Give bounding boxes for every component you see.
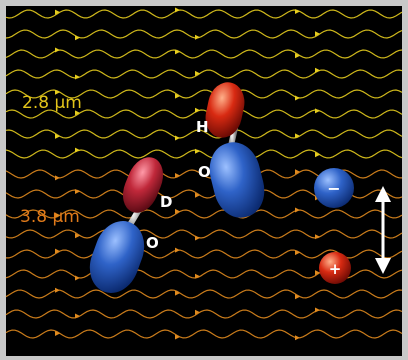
- wave-arrowhead: [55, 331, 60, 336]
- wave-arrowhead: [175, 7, 180, 13]
- wave-arrowhead: [295, 335, 300, 341]
- wave-arrowhead: [295, 133, 300, 139]
- wave-arrowhead: [55, 287, 60, 293]
- wave-line: [5, 129, 403, 139]
- wave-arrowhead: [195, 34, 200, 40]
- wavelength-label-bottom: 3.8 μm: [20, 207, 80, 227]
- wave-line: [6, 249, 403, 259]
- wave-line: [5, 9, 403, 19]
- negative-ion-sphere: [314, 168, 354, 208]
- ion-positive-sign: +: [329, 260, 342, 278]
- wave-arrowhead: [195, 107, 200, 113]
- oxygen-atom-lower: [89, 221, 145, 293]
- wave-arrowhead: [75, 35, 80, 41]
- wave-arrowhead: [175, 173, 180, 178]
- molecule-ho: [205, 82, 265, 218]
- wave-arrowhead: [295, 169, 300, 175]
- wave-line: [5, 69, 403, 79]
- wave-arrowhead: [55, 89, 60, 95]
- wave-arrowhead: [295, 53, 300, 59]
- ion-negative: [314, 168, 354, 208]
- positive-ion-sphere: [319, 252, 351, 284]
- wave-arrowhead: [55, 175, 60, 181]
- wave-line: [5, 209, 403, 219]
- wave-line: [5, 29, 403, 39]
- wave-arrowhead: [75, 147, 80, 153]
- wave-arrowhead: [55, 47, 60, 53]
- wave-arrowhead: [195, 309, 200, 315]
- wave-arrowhead: [175, 247, 180, 253]
- wave-arrowhead: [75, 275, 80, 281]
- wave-arrowhead: [75, 233, 80, 239]
- wave-arrowhead: [195, 235, 200, 241]
- wave-arrowhead: [175, 290, 180, 296]
- wave-arrowhead: [195, 70, 200, 76]
- wave-arrowhead: [315, 234, 320, 240]
- wave-arrowhead: [75, 74, 80, 80]
- atom-label-o-upper: O: [198, 163, 211, 181]
- wave-arrowhead: [75, 313, 80, 319]
- wave-arrowhead: [295, 294, 300, 300]
- wave-line: [5, 309, 403, 319]
- wave-line: [5, 289, 403, 299]
- wave-arrowhead: [175, 135, 180, 141]
- wave-line: [5, 229, 403, 239]
- wave-line: [5, 109, 403, 119]
- wave-arrowhead: [315, 270, 320, 276]
- wave-arrowhead: [295, 250, 300, 256]
- wave-arrowhead: [175, 334, 180, 340]
- wave-arrowhead: [175, 49, 180, 55]
- wave-arrowhead: [295, 95, 300, 101]
- wave-arrowhead: [315, 67, 320, 73]
- atom-label-d: D: [160, 193, 172, 211]
- wave-arrowhead: [55, 248, 60, 254]
- wave-arrowhead: [315, 31, 320, 37]
- wave-arrowhead: [175, 208, 180, 214]
- wave-line: [5, 149, 403, 159]
- hydrogen-atom: [205, 82, 245, 138]
- wave-arrowhead: [55, 212, 60, 218]
- wave-arrowhead: [195, 192, 200, 198]
- wave-line: [5, 89, 403, 99]
- wave-arrowhead: [295, 9, 300, 14]
- deuterium-atom: [122, 157, 164, 213]
- vertical-double-arrow-icon: [375, 186, 391, 274]
- wave-arrowhead: [175, 93, 180, 99]
- atom-label-h: H: [196, 118, 209, 136]
- wave-arrowhead: [55, 9, 60, 15]
- wave-arrowhead: [315, 307, 320, 313]
- wave-arrowhead: [315, 152, 320, 158]
- wave-arrowhead: [75, 110, 80, 116]
- wave-arrowhead: [195, 148, 200, 154]
- molecule-do: [89, 157, 164, 293]
- oxygen-atom-upper: [209, 142, 265, 218]
- wave-arrowhead: [75, 189, 80, 194]
- wave-line: [5, 49, 403, 59]
- wave-arrowhead: [195, 273, 200, 279]
- wave-line: [5, 329, 403, 339]
- wavelength-label-top: 2.8 μm: [22, 93, 82, 113]
- wave-arrowhead: [55, 133, 60, 139]
- atom-label-o-lower: O: [146, 234, 159, 252]
- wave-arrowhead: [295, 207, 300, 213]
- ion-positive: [319, 252, 351, 284]
- wave-arrowhead: [315, 108, 320, 114]
- ion-negative-sign: −: [327, 179, 340, 198]
